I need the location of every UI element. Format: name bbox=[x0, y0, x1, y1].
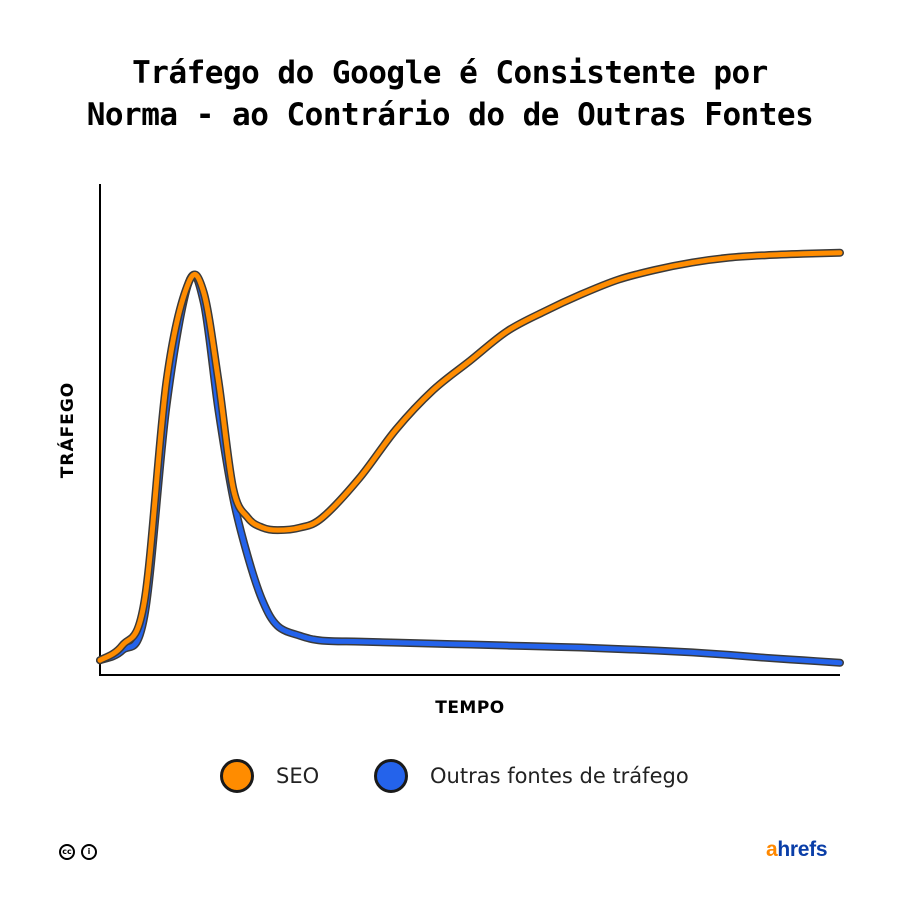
legend-swatch-seo bbox=[220, 759, 254, 793]
legend-swatch-other bbox=[374, 759, 408, 793]
attribution-icon: i bbox=[81, 844, 97, 860]
legend-item-other: Outras fontes de tráfego bbox=[374, 756, 689, 796]
legend: SEO Outras fontes de tráfego bbox=[0, 756, 900, 796]
title-line-1: Tráfego do Google é Consistente por bbox=[132, 55, 768, 91]
legend-label-other: Outras fontes de tráfego bbox=[430, 764, 689, 788]
ahrefs-logo: ahrefs bbox=[766, 838, 828, 862]
title-line-2: Norma - ao Contrário do de Outras Fontes bbox=[86, 97, 814, 133]
legend-label-seo: SEO bbox=[276, 764, 320, 788]
x-axis-label: TEMPO bbox=[435, 698, 505, 718]
creative-commons-icon: cc bbox=[59, 844, 75, 860]
series-outline-seo bbox=[96, 248, 844, 665]
y-axis-label: TRÁFEGO bbox=[58, 381, 78, 479]
license-icons: cc i bbox=[59, 844, 97, 860]
logo-wordmark: hrefs bbox=[777, 838, 828, 861]
legend-item-seo: SEO bbox=[220, 756, 319, 796]
logo-letter-a: a bbox=[766, 838, 778, 861]
series-line-seo bbox=[97, 250, 843, 663]
chart-title: Tráfego do Google é Consistente por Norm… bbox=[0, 52, 900, 136]
series-layer bbox=[96, 248, 844, 667]
